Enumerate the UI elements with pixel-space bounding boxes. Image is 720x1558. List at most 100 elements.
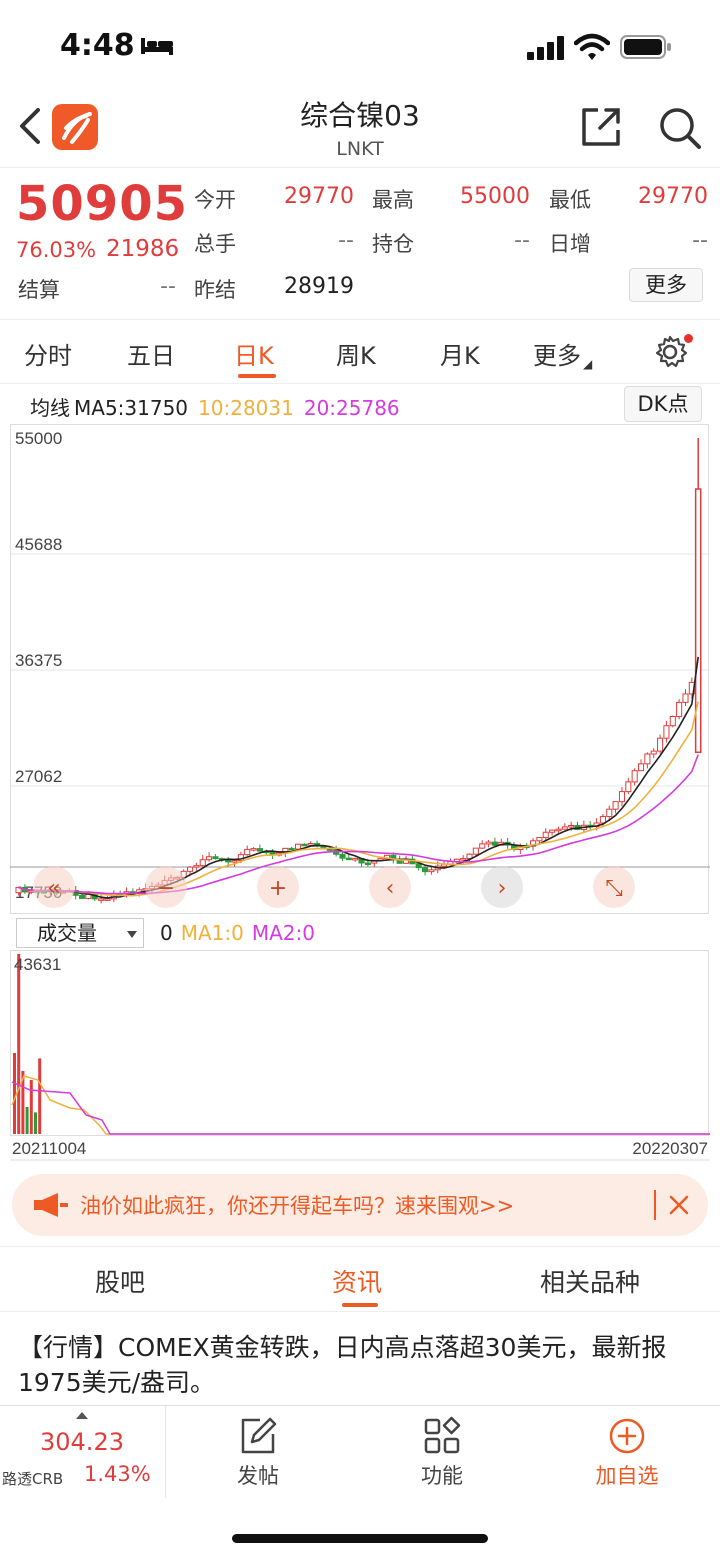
chart-frame xyxy=(10,424,709,914)
prev-settle-value: 28919 xyxy=(284,274,354,299)
notification-dot xyxy=(684,334,693,343)
tab-five-day[interactable]: 五日 xyxy=(127,342,175,370)
crb-name: 路透CRB xyxy=(2,1470,64,1488)
prev-bg xyxy=(369,866,411,908)
crb-percent: 1.43% xyxy=(84,1462,151,1486)
candle-body xyxy=(637,763,645,772)
ma20-line xyxy=(18,754,699,895)
zoom-in-icon: + xyxy=(269,876,287,901)
add-watchlist-button[interactable]: 加自选 xyxy=(577,1416,677,1490)
tab-active-indicator xyxy=(238,374,276,378)
more-quote-button[interactable]: 更多 xyxy=(629,268,703,302)
y-tick-label: 55000 xyxy=(15,429,62,448)
banner-text: 油价如此疯狂，你还开得起车吗？速来围观>> xyxy=(80,1194,515,1218)
volume-bar xyxy=(17,954,21,1134)
volume-bar xyxy=(38,1058,42,1134)
tab-monthly-k[interactable]: 月K xyxy=(440,342,480,370)
volume-ma2: MA2:0 xyxy=(251,921,315,945)
post-button[interactable]: 发帖 xyxy=(208,1416,308,1490)
candle-body xyxy=(599,816,606,824)
status-bar: 4:48 xyxy=(0,0,720,90)
high-value: 55000 xyxy=(460,184,530,209)
y-tick-label: 36375 xyxy=(15,651,62,670)
candle-body xyxy=(352,857,359,861)
candle-body xyxy=(618,791,626,803)
ma-lines xyxy=(18,656,699,899)
post-label: 发帖 xyxy=(237,1464,279,1488)
section-active-indicator xyxy=(342,1303,378,1307)
settle-label: 结算 xyxy=(18,278,60,302)
volume-value: -- xyxy=(338,228,354,253)
dk-point-button[interactable]: DK点 xyxy=(624,386,702,422)
prev-settle-label: 昨结 xyxy=(194,278,236,302)
volume-ma-lines xyxy=(11,1075,710,1135)
rewind-icon: « xyxy=(47,876,60,901)
x-start-date: 20211004 xyxy=(12,1139,86,1158)
function-button[interactable]: 功能 xyxy=(392,1416,492,1490)
function-label: 功能 xyxy=(421,1464,463,1488)
zoom-out-bg xyxy=(145,866,187,908)
tab-forum[interactable]: 股吧 xyxy=(95,1268,146,1297)
candle-body xyxy=(650,750,657,755)
ma5-line xyxy=(18,656,699,899)
rewind-bg xyxy=(33,866,75,908)
candle-body xyxy=(244,848,251,856)
fullscreen-icon: ⤡ xyxy=(605,876,623,901)
candle-body xyxy=(568,824,575,828)
share-icon[interactable] xyxy=(580,106,622,148)
dropdown-caret-icon xyxy=(127,931,137,938)
tab-more-caret-icon: ◢ xyxy=(583,357,593,371)
crb-index-ticker[interactable]: 304.23 路透CRB 1.43% xyxy=(0,1406,166,1498)
back-icon[interactable] xyxy=(16,106,44,146)
last-price: 50905 xyxy=(16,176,188,232)
ma-label: 均线 xyxy=(30,396,70,420)
y-tick-label: 27062 xyxy=(15,767,62,786)
candle-body xyxy=(364,862,371,865)
tab-intraday[interactable]: 分时 xyxy=(24,342,72,370)
tab-daily-k[interactable]: 日K xyxy=(234,342,274,370)
app-logo-icon xyxy=(52,104,98,150)
volume-chart[interactable]: 43631 20211004 20220307 xyxy=(10,950,710,1162)
tab-more[interactable]: 更多 ◢ xyxy=(533,336,592,371)
volume-label: 总手 xyxy=(194,232,236,256)
candle-body xyxy=(669,716,676,727)
volume-ma1: MA1:0 xyxy=(180,921,244,945)
period-tabs: 分时 五日 日K 周K 月K 更多 ◢ xyxy=(0,322,720,384)
volume-bar xyxy=(25,1107,29,1134)
nav-bar: 综合镍03 LNKT xyxy=(0,90,720,168)
tab-related[interactable]: 相关品种 xyxy=(540,1268,641,1297)
fullscreen-bg xyxy=(593,866,635,908)
candlestick-chart[interactable]: 5500045688363752706217750 «−+‹›⤡ xyxy=(10,424,710,914)
volume-bar xyxy=(34,1112,37,1134)
candles xyxy=(15,438,702,904)
open-value: 29770 xyxy=(284,184,354,209)
candle-body xyxy=(294,843,302,850)
candle-body xyxy=(555,828,562,832)
page-title: 综合镍03 xyxy=(300,99,420,132)
news-item[interactable]: 【行情】COMEX黄金转跌，日内高点落超30美元，最新报1975美元/盎司。 xyxy=(18,1333,667,1397)
price-tick-labels: 5500045688363752706217750 xyxy=(15,429,62,902)
volume-bars xyxy=(13,954,42,1134)
ma5-value: MA5:31750 xyxy=(74,396,189,420)
quote-panel: 50905 76.03% 21986 今开 29770 最高 55000 最低 … xyxy=(0,170,720,320)
volume-max-label: 43631 xyxy=(14,955,61,974)
tab-news[interactable]: 资讯 xyxy=(332,1268,383,1297)
close-icon[interactable] xyxy=(666,1192,692,1218)
next-icon: › xyxy=(498,876,507,901)
add-circle-icon xyxy=(609,1418,645,1454)
page-subtitle: LNKT xyxy=(336,138,384,160)
search-icon[interactable] xyxy=(658,106,702,150)
price-grid xyxy=(10,553,710,868)
ma10-value: 10:28031 xyxy=(198,396,294,420)
y-tick-label: 45688 xyxy=(15,535,62,554)
banner-separator xyxy=(654,1190,656,1220)
wifi-icon xyxy=(574,33,610,60)
candle-body xyxy=(485,841,492,845)
candle-body xyxy=(104,898,111,901)
promo-banner[interactable]: 油价如此疯狂，你还开得起车吗？速来围观>> xyxy=(12,1174,708,1236)
candle-body xyxy=(460,858,467,861)
add-watchlist-label: 加自选 xyxy=(595,1464,659,1488)
tab-weekly-k[interactable]: 周K xyxy=(336,342,376,370)
settings-gear-icon[interactable] xyxy=(652,334,688,370)
indicator-select[interactable]: 成交量 xyxy=(16,918,144,948)
